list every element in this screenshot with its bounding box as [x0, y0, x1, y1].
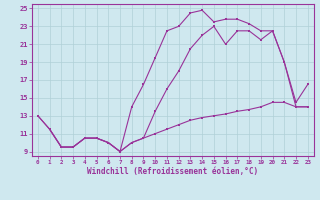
X-axis label: Windchill (Refroidissement éolien,°C): Windchill (Refroidissement éolien,°C)	[87, 167, 258, 176]
